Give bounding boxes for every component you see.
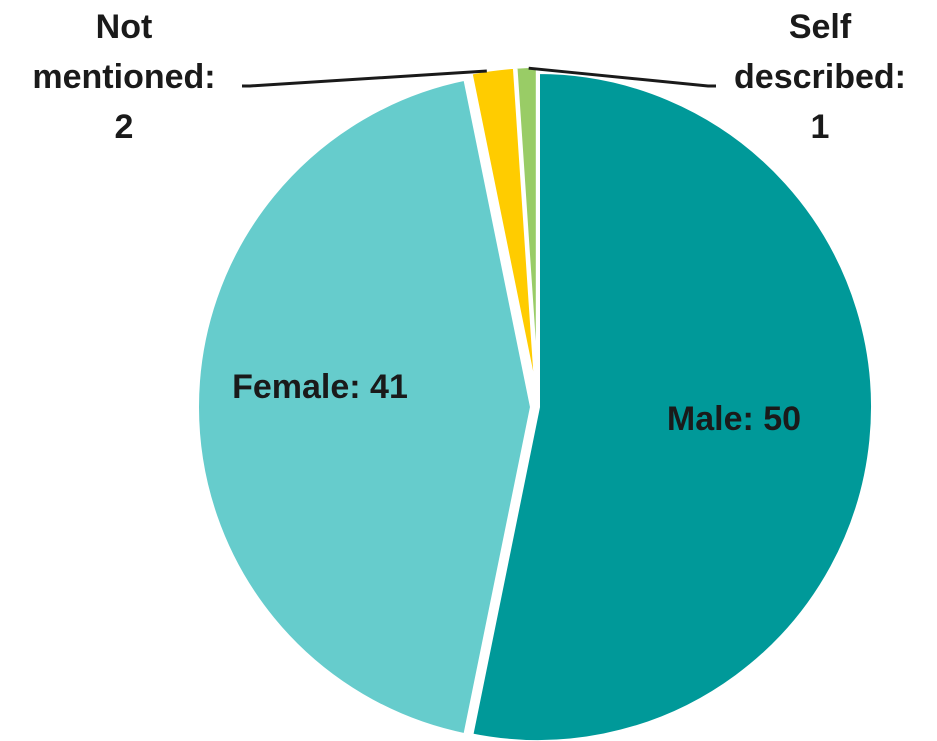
slice-label-male: Male: 50 xyxy=(667,400,801,438)
svg-text:described:: described: xyxy=(734,58,906,96)
svg-text:Self: Self xyxy=(789,8,852,46)
slice-label-self-described: Self described: 1 xyxy=(734,8,906,146)
pie-slice-self-described xyxy=(513,64,540,404)
leader-line-self-described xyxy=(528,66,716,88)
svg-text:Not: Not xyxy=(96,8,153,46)
slice-label-female: Female: 41 xyxy=(232,368,408,406)
svg-text:2: 2 xyxy=(115,108,134,146)
pie-slice-female xyxy=(195,76,534,738)
svg-text:mentioned:: mentioned: xyxy=(32,58,215,96)
slice-label-not-mentioned: Not mentioned: 2 xyxy=(32,8,215,146)
leader-line-not-mentioned xyxy=(242,69,487,88)
pie-slices xyxy=(195,64,875,741)
svg-text:1: 1 xyxy=(811,108,830,146)
leader-lines xyxy=(242,66,716,88)
pie-slice-male xyxy=(469,70,875,741)
